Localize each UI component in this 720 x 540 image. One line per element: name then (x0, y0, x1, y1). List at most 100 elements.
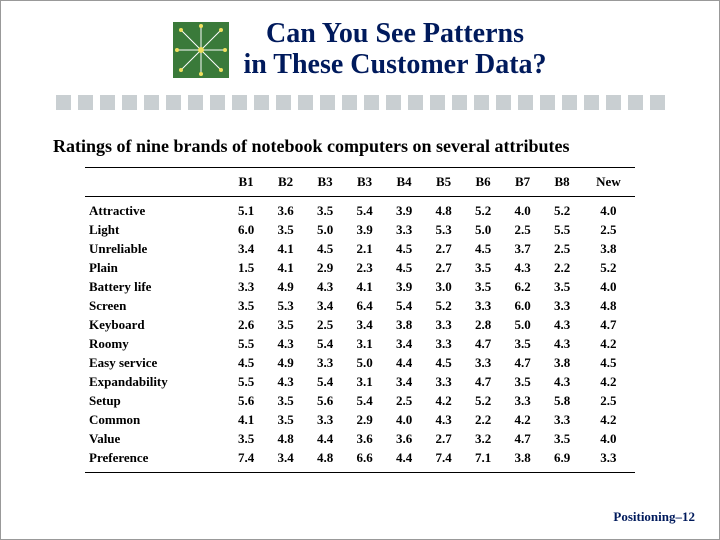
value-cell: 4.3 (266, 372, 306, 391)
value-cell: 3.5 (503, 372, 543, 391)
title-line-2: in These Customer Data? (243, 49, 546, 80)
value-cell: 2.7 (424, 239, 464, 258)
col-brand: B7 (503, 167, 543, 196)
decor-dot (496, 95, 511, 110)
value-cell: 2.5 (582, 391, 635, 410)
value-cell: 3.3 (424, 334, 464, 353)
value-cell: 4.2 (582, 410, 635, 429)
decor-dot (100, 95, 115, 110)
decor-dots-row (25, 95, 695, 110)
value-cell: 3.3 (463, 296, 503, 315)
decor-dot (452, 95, 467, 110)
table-row: Unreliable3.44.14.52.14.52.74.53.72.53.8 (85, 239, 635, 258)
decor-dot (650, 95, 665, 110)
col-attr (85, 167, 226, 196)
value-cell: 4.5 (384, 258, 424, 277)
value-cell: 6.2 (503, 277, 543, 296)
decor-dot (78, 95, 93, 110)
value-cell: 2.5 (503, 220, 543, 239)
value-cell: 3.4 (305, 296, 345, 315)
value-cell: 3.5 (463, 258, 503, 277)
col-brand: B8 (542, 167, 582, 196)
value-cell: 4.0 (503, 196, 543, 220)
value-cell: 4.7 (582, 315, 635, 334)
value-cell: 4.5 (463, 239, 503, 258)
value-cell: 4.0 (582, 277, 635, 296)
decor-dot (540, 95, 555, 110)
value-cell: 5.4 (345, 196, 385, 220)
value-cell: 4.8 (305, 448, 345, 472)
value-cell: 3.3 (542, 410, 582, 429)
decor-dot (408, 95, 423, 110)
attr-cell: Expandability (85, 372, 226, 391)
table-row: Common4.13.53.32.94.04.32.24.23.34.2 (85, 410, 635, 429)
table-row: Expandability5.54.35.43.13.43.34.73.54.3… (85, 372, 635, 391)
table-row: Attractive5.13.63.55.43.94.85.24.05.24.0 (85, 196, 635, 220)
decor-dot (518, 95, 533, 110)
value-cell: 4.3 (503, 258, 543, 277)
value-cell: 4.3 (542, 334, 582, 353)
title-row: Can You See Patterns in These Customer D… (25, 19, 695, 81)
col-brand: B3 (305, 167, 345, 196)
footer-label: Positioning–12 (613, 509, 695, 525)
value-cell: 1.5 (226, 258, 266, 277)
col-brand: B3 (345, 167, 385, 196)
attr-cell: Attractive (85, 196, 226, 220)
value-cell: 3.7 (503, 239, 543, 258)
decor-dot (386, 95, 401, 110)
value-cell: 4.2 (582, 334, 635, 353)
value-cell: 2.7 (424, 429, 464, 448)
decor-dot (606, 95, 621, 110)
value-cell: 4.3 (424, 410, 464, 429)
decor-dot (628, 95, 643, 110)
value-cell: 4.2 (424, 391, 464, 410)
value-cell: 5.4 (384, 296, 424, 315)
value-cell: 5.0 (503, 315, 543, 334)
value-cell: 3.3 (424, 315, 464, 334)
table-header-row: B1B2B3B3B4B5B6B7B8New (85, 167, 635, 196)
attr-cell: Unreliable (85, 239, 226, 258)
value-cell: 2.5 (384, 391, 424, 410)
value-cell: 4.7 (463, 334, 503, 353)
value-cell: 3.6 (384, 429, 424, 448)
decor-dot (298, 95, 313, 110)
value-cell: 4.3 (266, 334, 306, 353)
attr-cell: Screen (85, 296, 226, 315)
attr-cell: Easy service (85, 353, 226, 372)
value-cell: 4.7 (503, 429, 543, 448)
value-cell: 3.5 (226, 429, 266, 448)
value-cell: 3.3 (582, 448, 635, 472)
attr-cell: Light (85, 220, 226, 239)
value-cell: 3.4 (345, 315, 385, 334)
value-cell: 2.8 (463, 315, 503, 334)
value-cell: 5.2 (582, 258, 635, 277)
value-cell: 2.2 (463, 410, 503, 429)
value-cell: 4.3 (542, 315, 582, 334)
value-cell: 3.4 (266, 448, 306, 472)
value-cell: 5.8 (542, 391, 582, 410)
value-cell: 6.6 (345, 448, 385, 472)
value-cell: 4.7 (503, 353, 543, 372)
decor-dot (474, 95, 489, 110)
value-cell: 4.4 (305, 429, 345, 448)
value-cell: 4.1 (345, 277, 385, 296)
value-cell: 5.2 (463, 196, 503, 220)
value-cell: 4.9 (266, 353, 306, 372)
table-row: Screen3.55.33.46.45.45.23.36.03.34.8 (85, 296, 635, 315)
value-cell: 7.4 (226, 448, 266, 472)
attr-cell: Setup (85, 391, 226, 410)
value-cell: 2.5 (542, 239, 582, 258)
table-row: Easy service4.54.93.35.04.44.53.34.73.84… (85, 353, 635, 372)
value-cell: 3.3 (542, 296, 582, 315)
decor-dot (210, 95, 225, 110)
value-cell: 3.4 (384, 372, 424, 391)
value-cell: 5.4 (345, 391, 385, 410)
value-cell: 3.5 (226, 296, 266, 315)
value-cell: 4.0 (582, 429, 635, 448)
value-cell: 2.2 (542, 258, 582, 277)
decor-dot (364, 95, 379, 110)
value-cell: 4.8 (582, 296, 635, 315)
value-cell: 6.4 (345, 296, 385, 315)
value-cell: 3.8 (503, 448, 543, 472)
value-cell: 3.5 (463, 277, 503, 296)
